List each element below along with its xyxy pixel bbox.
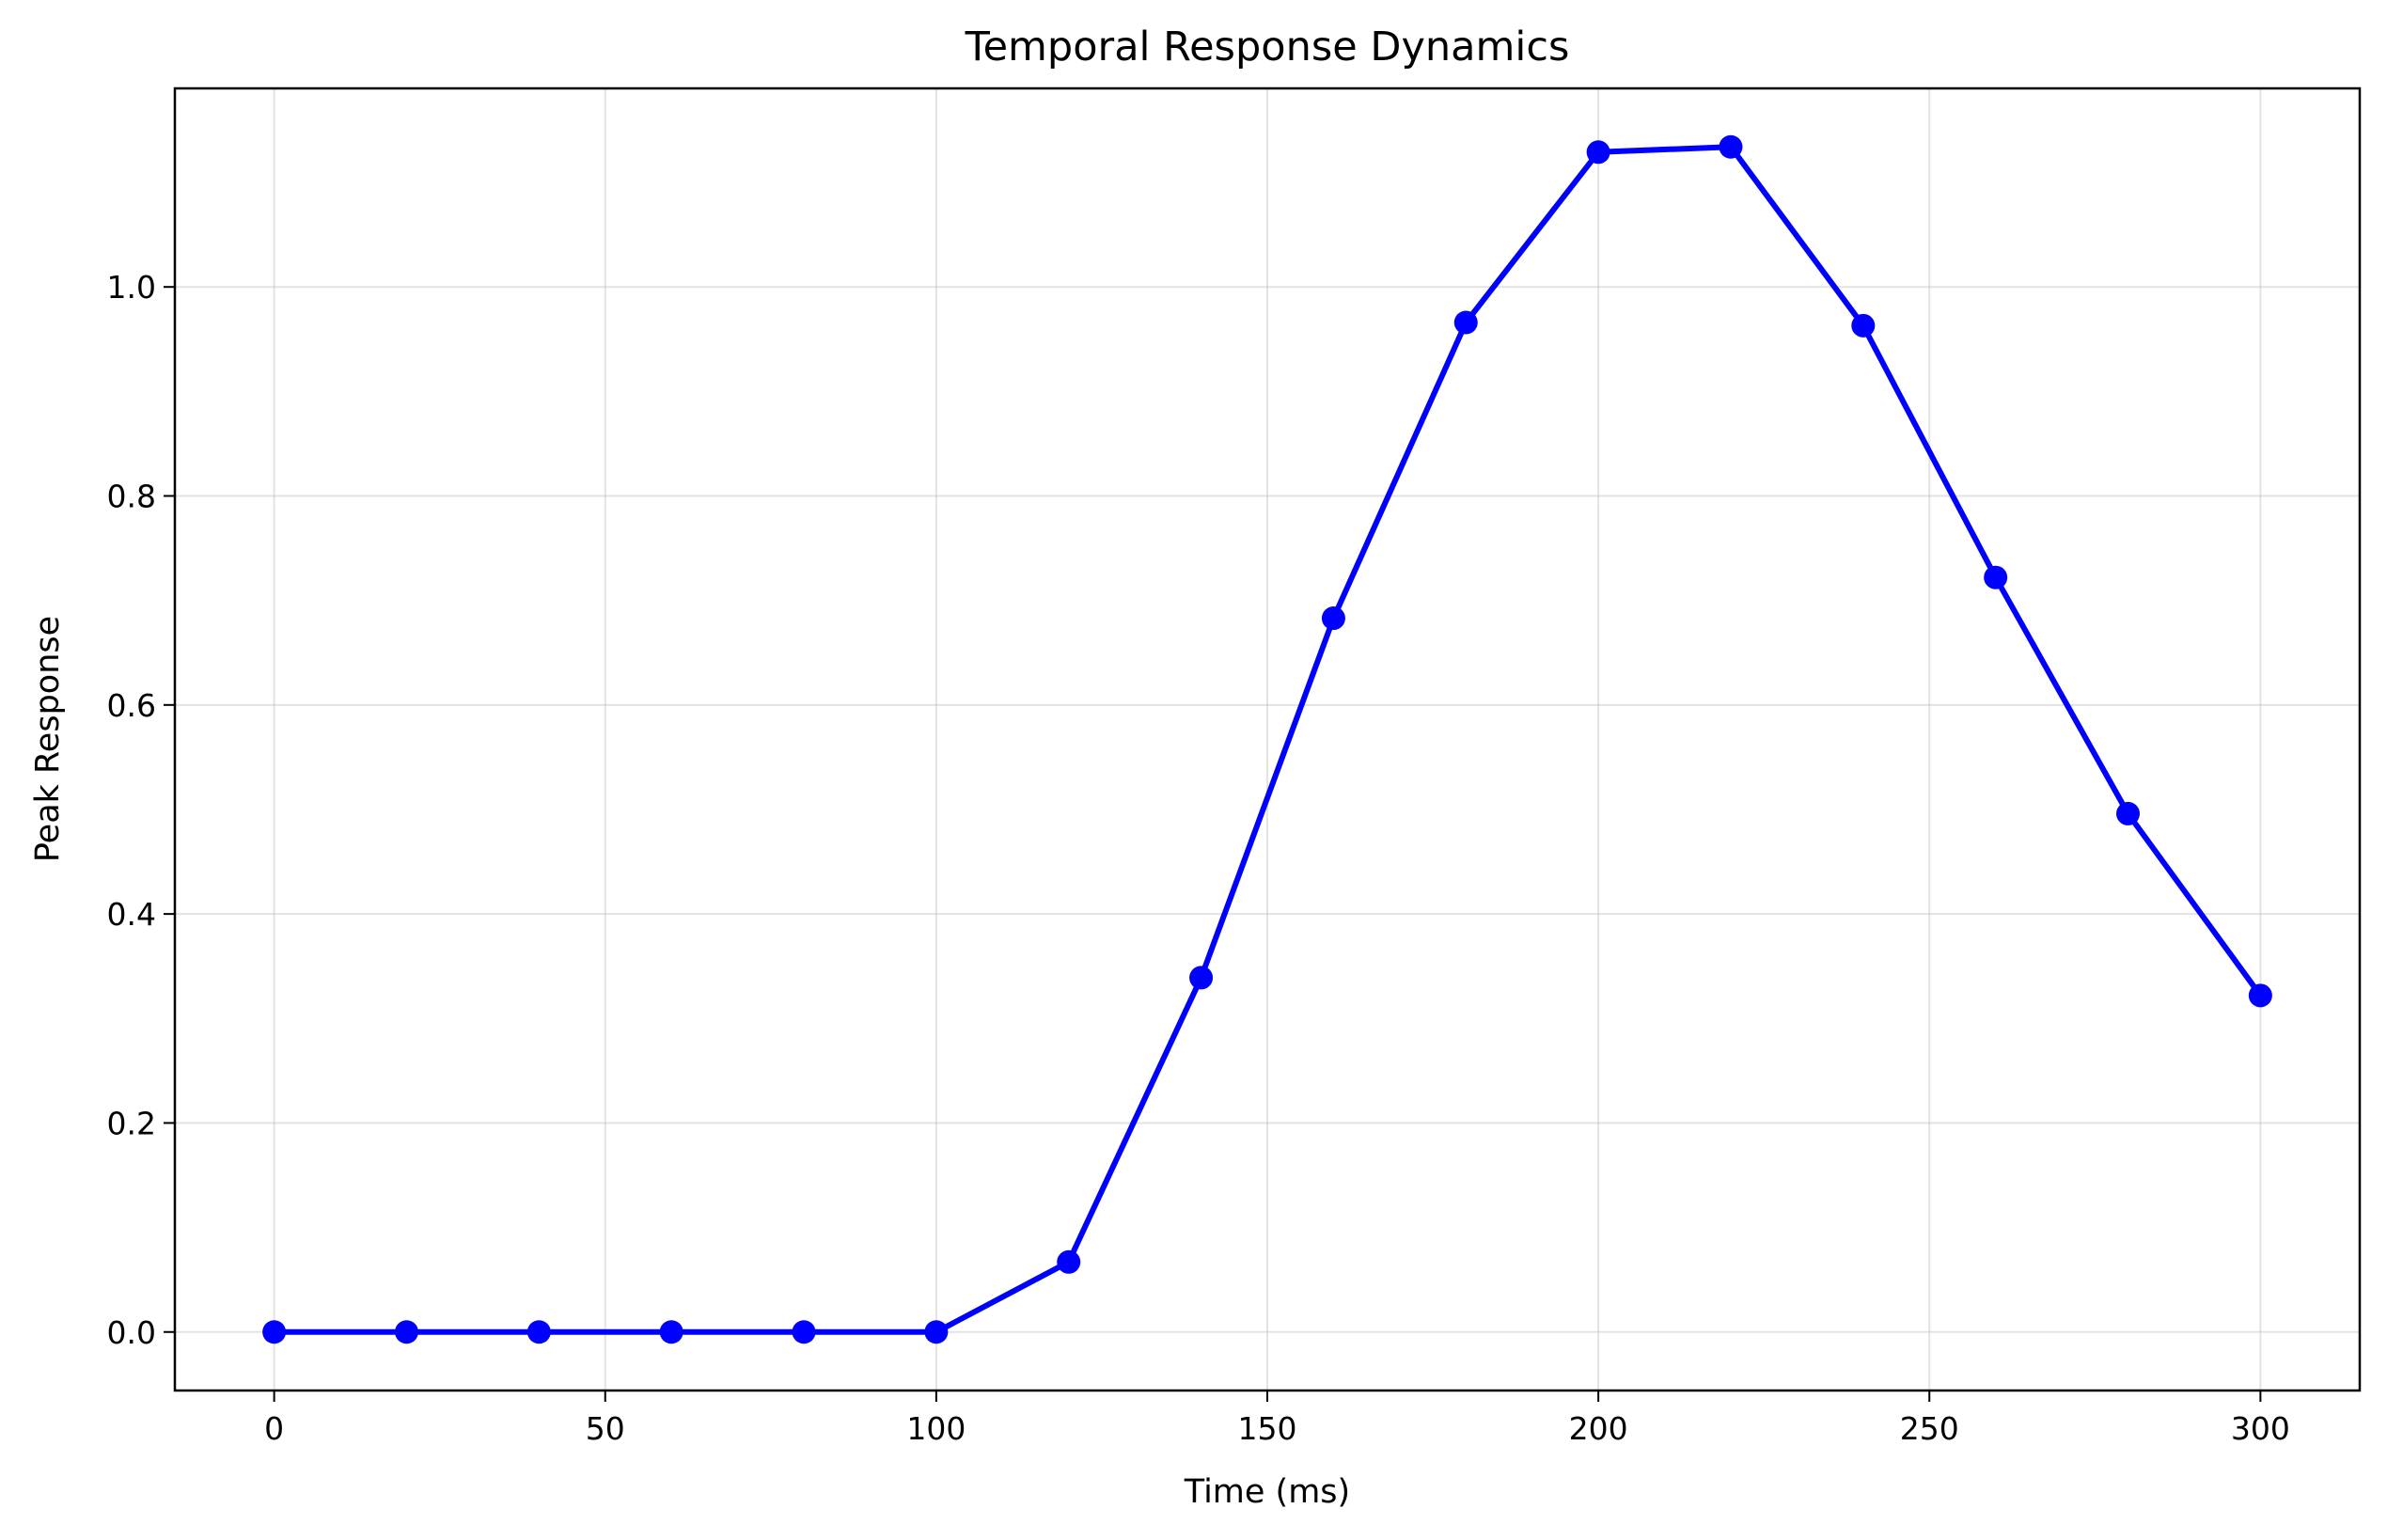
data-point <box>1851 313 1876 338</box>
series-line <box>274 144 2263 1335</box>
data-point <box>924 1320 949 1344</box>
y-tick-label: 0.0 <box>107 1314 156 1351</box>
x-tick-label: 200 <box>1569 1410 1628 1447</box>
grid-lines <box>175 88 2360 1391</box>
y-axis-label: Peak Response <box>29 616 67 862</box>
y-tick-label: 0.4 <box>107 896 156 933</box>
data-point <box>659 1320 683 1344</box>
data-point <box>1719 134 1743 159</box>
data-point <box>1321 606 1345 631</box>
data-point <box>1189 966 1214 990</box>
x-tick-label: 250 <box>1900 1410 1959 1447</box>
x-tick-label: 0 <box>264 1410 284 1447</box>
data-point <box>1453 310 1478 335</box>
data-point <box>394 1320 418 1344</box>
data-point <box>262 1320 287 1344</box>
axis-ticks: 0 50 100 150 200 250 300 0.0 0.2 0.4 0.6 0.8 1.0 <box>107 269 2290 1447</box>
data-point <box>2248 983 2272 1008</box>
data-point <box>1586 140 1610 165</box>
x-tick-label: 300 <box>2231 1410 2290 1447</box>
data-point <box>1984 565 2008 589</box>
y-tick-label: 1.0 <box>107 269 156 306</box>
data-point <box>1057 1249 1081 1274</box>
data-point <box>526 1320 551 1344</box>
y-tick-label: 0.8 <box>107 479 156 515</box>
x-tick-label: 150 <box>1238 1410 1297 1447</box>
y-tick-label: 0.2 <box>107 1105 156 1141</box>
x-tick-label: 50 <box>586 1410 625 1447</box>
y-tick-label: 0.6 <box>107 687 156 724</box>
x-tick-label: 100 <box>906 1410 966 1447</box>
chart-title: Temporal Response Dynamics <box>965 24 1570 71</box>
data-point <box>792 1320 816 1344</box>
data-series <box>262 134 2272 1344</box>
data-point <box>2116 801 2141 825</box>
x-axis-label: Time (ms) <box>1184 1473 1350 1511</box>
